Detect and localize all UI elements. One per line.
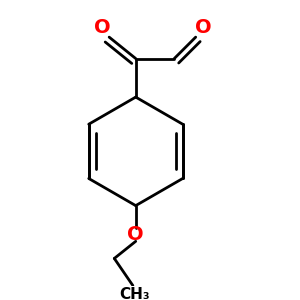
Text: O: O (128, 225, 144, 244)
Text: CH₃: CH₃ (119, 286, 150, 300)
Text: O: O (94, 18, 111, 37)
Text: O: O (194, 18, 211, 37)
